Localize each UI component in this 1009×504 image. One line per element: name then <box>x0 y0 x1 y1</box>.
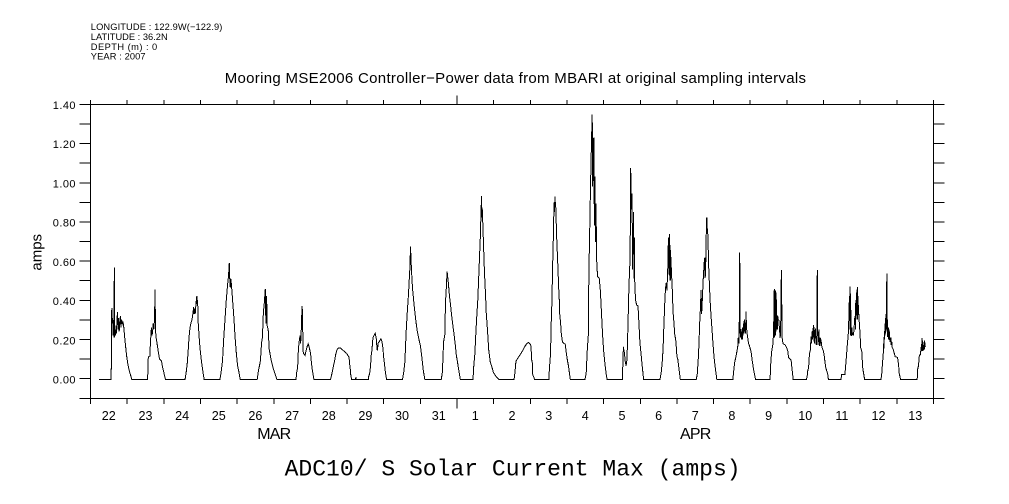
svg-text:MAR: MAR <box>257 426 290 443</box>
svg-text:0.00: 0.00 <box>53 375 76 387</box>
svg-text:30: 30 <box>395 409 409 423</box>
svg-text:9: 9 <box>765 409 772 423</box>
svg-text:LONGITUDE : 122.9W(−122.9): LONGITUDE : 122.9W(−122.9) <box>91 22 223 32</box>
svg-text:12: 12 <box>871 409 885 423</box>
svg-text:Mooring MSE2006 Controller−Pow: Mooring MSE2006 Controller−Power data fr… <box>225 70 806 87</box>
svg-text:7: 7 <box>692 409 699 423</box>
svg-text:LATITUDE : 36.2N: LATITUDE : 36.2N <box>91 32 168 42</box>
svg-text:ADC10/ S Solar Current Max (am: ADC10/ S Solar Current Max (amps) <box>285 457 741 483</box>
svg-text:YEAR : 2007: YEAR : 2007 <box>91 52 146 62</box>
svg-text:11: 11 <box>835 409 848 423</box>
svg-text:1.40: 1.40 <box>53 100 76 112</box>
svg-text:27: 27 <box>285 409 299 423</box>
svg-text:31: 31 <box>432 409 446 423</box>
svg-text:28: 28 <box>322 409 336 423</box>
svg-text:10: 10 <box>798 409 812 423</box>
svg-text:3: 3 <box>545 409 552 423</box>
svg-text:amps: amps <box>28 234 45 271</box>
svg-text:26: 26 <box>248 409 262 423</box>
svg-text:APR: APR <box>680 426 711 443</box>
svg-text:1: 1 <box>472 409 479 423</box>
svg-text:5: 5 <box>618 409 625 423</box>
svg-text:29: 29 <box>358 409 372 423</box>
svg-text:4: 4 <box>582 409 589 423</box>
svg-text:2: 2 <box>508 409 515 423</box>
svg-text:DEPTH (m) : 0: DEPTH (m) : 0 <box>91 42 157 52</box>
svg-text:8: 8 <box>728 409 735 423</box>
svg-text:0.60: 0.60 <box>53 257 76 269</box>
svg-text:0.80: 0.80 <box>53 218 76 230</box>
svg-text:25: 25 <box>212 409 226 423</box>
svg-text:23: 23 <box>138 409 152 423</box>
svg-text:0.40: 0.40 <box>53 296 76 308</box>
svg-text:22: 22 <box>102 409 116 423</box>
svg-text:6: 6 <box>655 409 662 423</box>
svg-text:0.20: 0.20 <box>53 335 76 347</box>
svg-text:1.20: 1.20 <box>53 139 76 151</box>
svg-text:24: 24 <box>175 409 189 423</box>
svg-text:13: 13 <box>908 409 922 423</box>
svg-text:1.00: 1.00 <box>53 178 76 190</box>
